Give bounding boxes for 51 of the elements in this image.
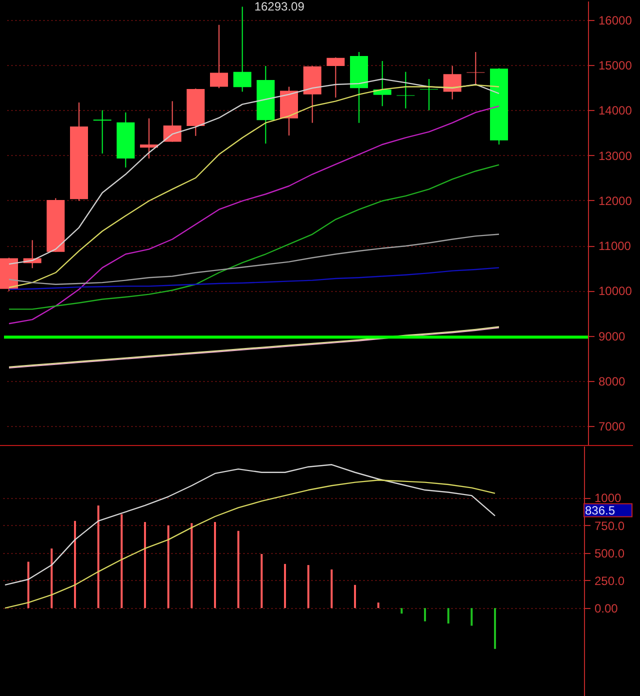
candlestick — [396, 71, 415, 109]
text: 836.5 — [585, 503, 616, 518]
bar — [400, 608, 403, 614]
bar — [470, 608, 473, 626]
y-tick-label: 15000 — [598, 58, 632, 73]
annotation: 16293.09 — [254, 0, 305, 14]
bar — [494, 608, 496, 649]
candlestick — [326, 56, 345, 98]
candlestick — [420, 78, 438, 111]
line-series — [8, 164, 500, 310]
bar — [144, 522, 146, 608]
bar — [167, 525, 170, 608]
candlestick — [93, 110, 112, 154]
bar — [214, 522, 216, 608]
bar — [190, 523, 193, 608]
bar — [50, 548, 53, 608]
y-tick-label: 0.00 — [594, 602, 618, 616]
y-tick-label: 10000 — [598, 284, 632, 298]
bar — [284, 564, 286, 608]
candlestick — [233, 6, 252, 92]
bar — [27, 562, 30, 608]
candlestick — [443, 65, 462, 100]
y-tick-label: 16000 — [598, 13, 632, 28]
y-tick-label: 500.0 — [594, 546, 625, 560]
bar — [447, 608, 450, 624]
y-tick-label: 7000 — [598, 420, 626, 434]
y-tick-label: 9000 — [598, 329, 626, 344]
y-tick-label: 12000 — [598, 194, 632, 208]
bar — [330, 569, 333, 608]
y-tick-label: 1000 — [594, 491, 622, 506]
line-series — [8, 106, 500, 324]
candlestick — [210, 24, 228, 89]
bar — [97, 505, 100, 608]
y-tick-label: 13000 — [598, 148, 632, 163]
bar — [120, 514, 123, 608]
y-tick-label: 8000 — [598, 374, 626, 388]
bar — [260, 554, 263, 608]
line-series — [4, 479, 496, 609]
y-tick-label: 250.0 — [594, 574, 625, 588]
candlestick — [163, 100, 182, 142]
bar — [377, 602, 380, 608]
bar — [307, 565, 310, 608]
y-tick-label: 750.0 — [594, 518, 625, 533]
bar — [424, 608, 426, 622]
line-series — [4, 464, 496, 586]
bar — [74, 520, 76, 608]
bar — [237, 530, 240, 608]
y-tick-label: 11000 — [598, 239, 632, 254]
bar — [354, 584, 356, 608]
y-tick-label: 14000 — [598, 104, 632, 118]
candlestick — [373, 60, 392, 107]
